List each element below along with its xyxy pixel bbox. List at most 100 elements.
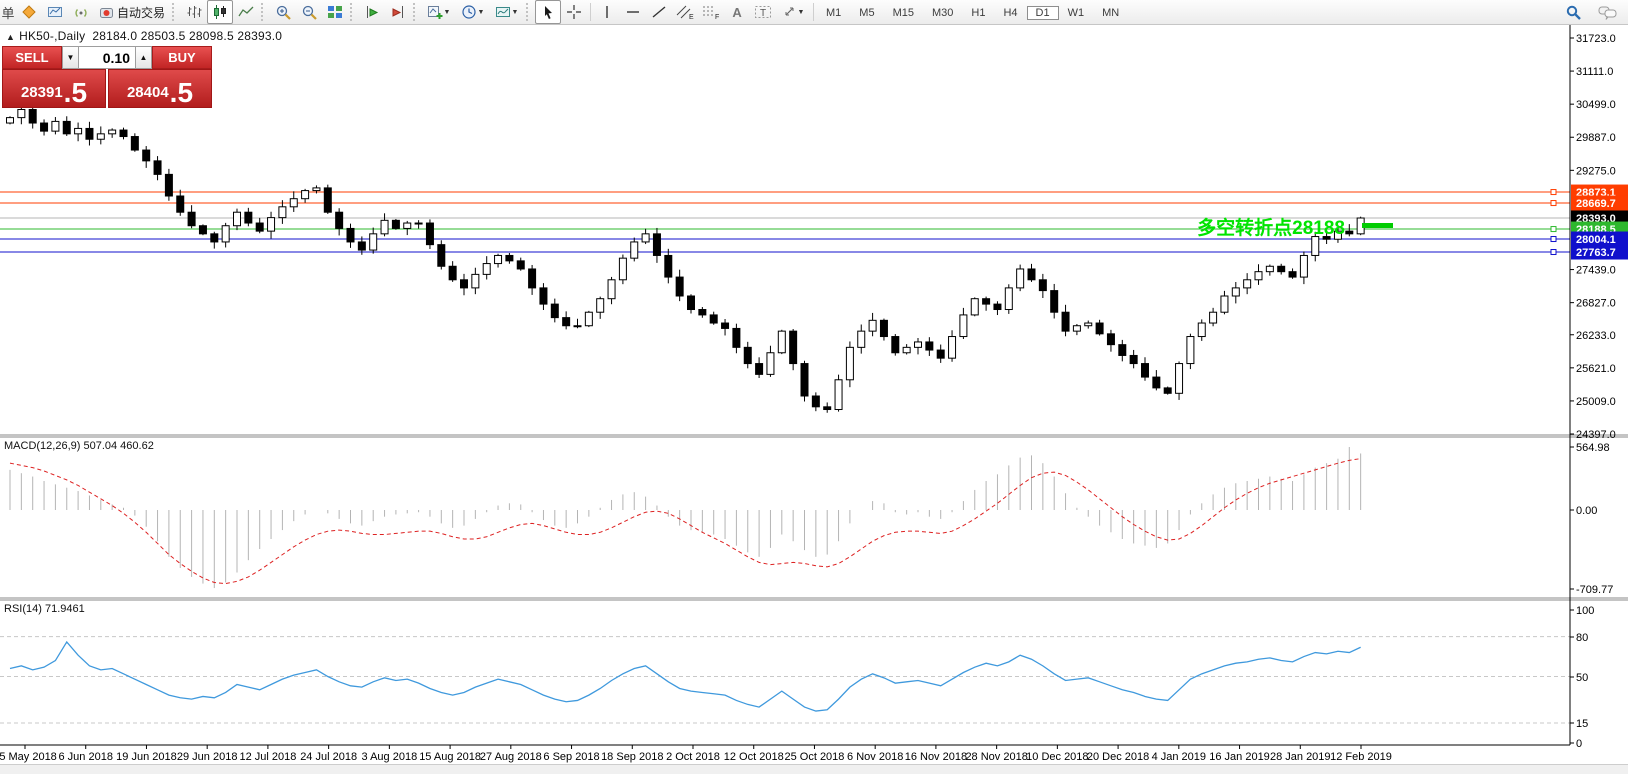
fibonacci-icon: F [703,6,719,20]
timeframe-m1[interactable]: M1 [826,6,842,19]
timeframe-mn[interactable]: MN [1102,6,1120,19]
rsi-axis-label: 50 [1576,672,1588,684]
bar-chart-icon [187,6,202,18]
sell-button[interactable]: SELL [2,46,62,69]
chevron-down-icon: ▼ [443,8,451,16]
price-axis-label: 30499.0 [1576,99,1616,111]
auto-scroll-button[interactable] [359,0,385,24]
date-label: 25 Oct 2018 [784,751,844,763]
zoom-out-button[interactable] [296,0,322,24]
arrows-icon [785,7,794,16]
one-click-trade-panel: SELL ▼ ▲ BUY 28391 .5 28404 .5 [2,46,212,108]
bar-chart-button[interactable] [181,0,207,24]
symbol-period-label: HK50-,Daily [19,29,86,43]
timeframe-h1[interactable]: H1 [971,6,986,19]
volume-increase-button[interactable]: ▲ [135,46,152,69]
chat-bubbles-icon [1598,6,1616,20]
price-axis-label: 27439.0 [1576,265,1616,277]
arrows-button[interactable]: ▼ [776,0,810,24]
timeframe-d1[interactable]: D1 [1026,5,1059,20]
date-label: 4 Jan 2019 [1152,751,1206,763]
add-indicator-icon [427,6,443,19]
date-label: 3 Aug 2018 [362,751,418,763]
timeframe-h4[interactable]: H4 [1003,6,1018,19]
date-label: 29 Jun 2018 [177,751,238,763]
crosshair-button[interactable] [561,0,587,24]
price-level-lines[interactable] [0,189,1570,256]
new-order-button[interactable]: 单 [1,5,15,21]
volume-input[interactable] [79,46,135,69]
line-chart-button[interactable] [233,0,259,24]
text-label-button[interactable]: T [750,0,776,24]
charts-icon-button[interactable] [42,0,68,24]
toolbar: 单 自动交易 [0,0,1628,25]
price-tag-label: 28004.1 [1576,234,1616,246]
level-handle[interactable] [1550,226,1557,233]
level-handle[interactable] [1550,236,1557,243]
sell-price-pips: .5 [63,77,88,108]
templates-button[interactable]: ▼ [490,0,524,24]
trendline-button[interactable] [646,0,672,24]
timeframe-m30[interactable]: M30 [931,6,954,19]
buy-price[interactable]: 28404 .5 [108,69,212,108]
chart-shift-button[interactable] [385,0,411,24]
date-label: 16 Jan 2019 [1209,751,1270,763]
tile-windows-button[interactable] [322,0,348,24]
candlestick-chart-button[interactable] [207,0,234,24]
text-button[interactable]: A [732,4,742,20]
turning-point-segment[interactable] [1362,223,1393,228]
price-axis-label: 31723.0 [1576,33,1616,45]
autotrading-button[interactable]: 自动交易 [94,1,170,23]
timeframe-w1[interactable]: W1 [1067,6,1085,19]
price-axis-label: 25009.0 [1576,396,1616,408]
community-button[interactable] [1594,0,1620,24]
autotrading-label: 自动交易 [117,5,166,20]
chevron-down-icon: ▼ [511,8,519,16]
buy-button[interactable]: BUY [152,46,212,69]
sell-price-main: 28391 [20,84,63,101]
zoom-in-button[interactable] [270,0,296,24]
periods-button[interactable]: ▼ [456,0,490,24]
indicators-button[interactable]: ▼ [422,0,456,24]
signals-button[interactable] [68,0,94,24]
chart-canvas[interactable]: 多空转折点28188 31723.0 31111.0 30499.0 29887.0 29… [0,25,1628,765]
timeframe-m5[interactable]: M5 [859,6,875,19]
toolbar-grip [172,3,178,21]
sell-price[interactable]: 28391 .5 [2,69,106,108]
toolbar-grip [526,3,532,21]
date-label: 24 Jul 2018 [300,751,357,763]
chart-header: ▲ HK50-,Daily 28184.0 28503.5 28098.5 283… [6,29,282,43]
cursor-button[interactable] [535,0,562,24]
macd-signal-line [9,458,1361,585]
fibonacci-button[interactable]: F [698,0,724,24]
cursor-icon [544,5,552,19]
volume-decrease-button[interactable]: ▼ [62,46,79,69]
level-handle[interactable] [1550,200,1557,207]
autotrading-icon [100,7,113,18]
collapse-arrow-icon[interactable]: ▲ [6,32,16,42]
price-axis[interactable]: 31723.0 31111.0 30499.0 29887.0 29275.0 27439… [1570,33,1616,441]
date-label: 28 Jan 2019 [1270,751,1331,763]
equidistant-channel-button[interactable]: E [672,0,698,24]
search-button[interactable] [1560,0,1586,24]
price-tag [1571,195,1628,211]
toolbar-grip [261,3,267,21]
timeframe-group: M1 M5 M15 M30 H1 H4 D1 W1 MN [817,3,1128,22]
price-axis-label: 24397.0 [1576,429,1616,441]
date-label: 27 Aug 2018 [480,751,542,763]
chevron-down-icon: ▼ [797,8,805,16]
horizontal-line-button[interactable] [620,0,646,24]
auto-scroll-icon [367,6,379,18]
level-handle[interactable] [1550,249,1557,256]
macd-axis-label: -709.77 [1576,584,1613,596]
toolbar-grip [350,3,356,21]
level-handle[interactable] [1550,189,1557,196]
chevron-down-icon: ▼ [477,8,485,16]
ohlc-values: 28184.0 28503.5 28098.5 28393.0 [92,29,283,43]
horizontal-line-icon [627,11,640,13]
vertical-line-button[interactable] [594,0,620,24]
timeframe-m15[interactable]: M15 [892,6,914,19]
rsi-axis-label: 0 [1576,738,1582,750]
new-order-icon[interactable] [16,0,42,24]
